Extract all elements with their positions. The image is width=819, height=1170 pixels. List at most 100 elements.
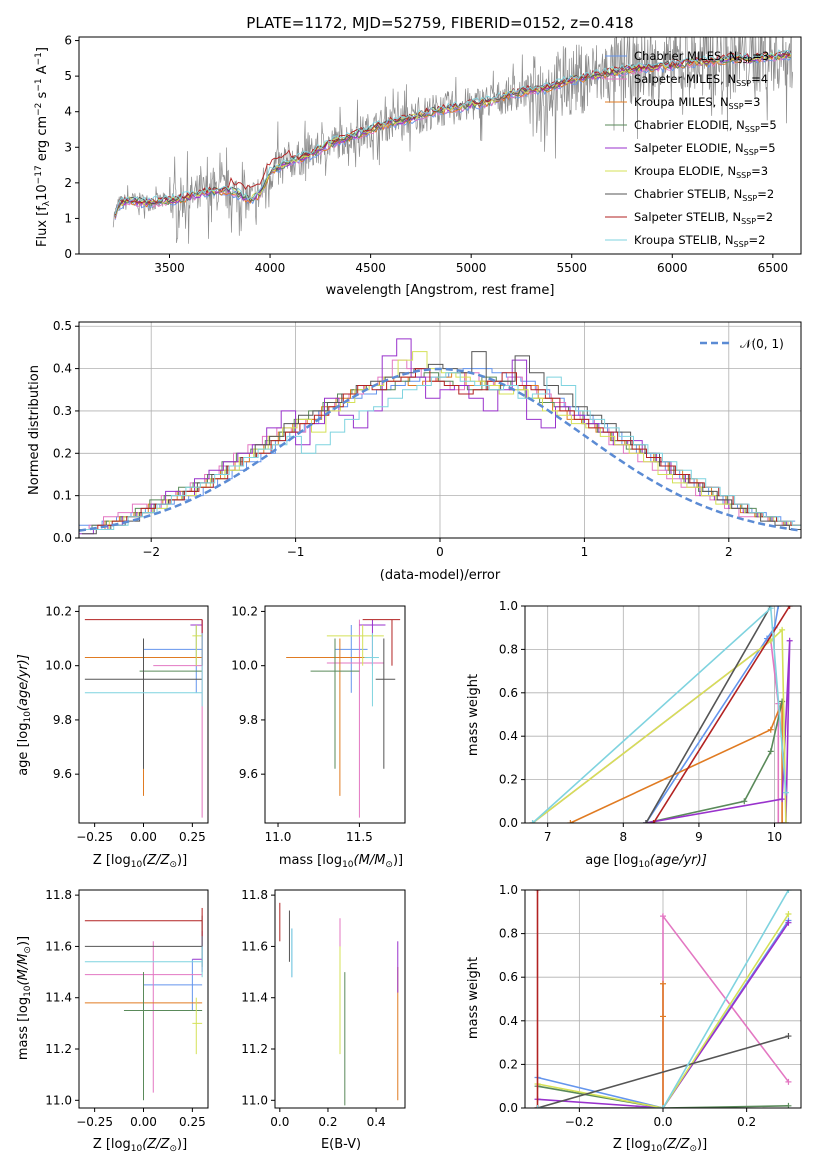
legend-label: Kroupa STELIB, NSSP=2	[634, 233, 765, 249]
legend-label-end: =2	[749, 233, 766, 247]
histogram-step-line	[81, 351, 801, 535]
x-tick-label: 3500	[154, 261, 185, 275]
age-vs-metallicity-panel: Z [log10(Z/Z⊙)] age [log10(age/yr)] −0.2…	[16, 604, 209, 870]
axes-frame	[524, 605, 802, 824]
error-bars	[286, 619, 401, 818]
legend-label-main: Chabrier MILES, N	[634, 49, 737, 63]
masse-xlabel: E(B-V)	[321, 1137, 361, 1152]
mass-weight-marker	[785, 890, 792, 893]
y-tick-label: 0.4	[499, 729, 518, 743]
x-tick-label: −0.2	[565, 1115, 594, 1129]
mass-weight-line	[570, 701, 783, 823]
legend-label-main: Salpeter MILES, N	[634, 72, 736, 86]
y-tick-label: 0.2	[53, 446, 72, 460]
x-tick-label: 10	[767, 830, 782, 844]
x-tick-label: 0.25	[179, 1115, 206, 1129]
x-tick-label: 11.5	[346, 830, 373, 844]
mass-weight-lines	[529, 606, 793, 823]
x-tick-label: −0.25	[76, 1115, 113, 1129]
y-tick-label: 11.2	[45, 1042, 72, 1056]
mass-weight-marker	[785, 1033, 792, 1040]
legend-label: Kroupa MILES, NSSP=3	[634, 95, 760, 111]
agez-xlabel: Z [log10(Z/Z⊙)]	[93, 853, 187, 870]
y-tick-label: 0.0	[499, 1101, 518, 1115]
legend-label-main: Salpeter ELODIE, N	[634, 141, 744, 155]
mass-weight-line	[532, 606, 787, 823]
legend-label-sub: SSP	[737, 56, 752, 65]
mass-weight-marker	[785, 1078, 792, 1085]
y-tick-label: 10.0	[45, 659, 72, 673]
mass-weight-marker	[779, 820, 786, 823]
agem-xlabel: mass [log10(M/M⊙)]	[279, 853, 403, 870]
legend-label-sub: SSP	[736, 171, 751, 180]
x-tick-label: 6500	[758, 261, 789, 275]
legend-label: Salpeter ELODIE, NSSP=5	[634, 141, 776, 157]
mass-weight-line	[645, 606, 780, 823]
legend-label-sub: SSP	[741, 217, 756, 226]
mass-vs-extinction-panel: E(B-V) 0.0 0.2 0.4 11.0 11.2 11.4 11.6 11.8	[241, 888, 406, 1152]
mass-weight-line	[537, 890, 790, 1108]
y-tick-label: 0.1	[53, 489, 72, 503]
axes-frame	[78, 36, 802, 255]
y-tick-label: 0	[64, 247, 72, 261]
histogram-step-line	[83, 368, 801, 530]
y-tick-label: 2	[64, 176, 72, 190]
mass-weight-marker	[650, 820, 657, 823]
mass-weight-line	[532, 628, 787, 823]
cumz-xlabel: Z [log10(Z/Z⊙)]	[613, 1137, 707, 1154]
legend-label-main: Chabrier ELODIE, N	[634, 118, 745, 132]
legend-label-end: =2	[757, 187, 774, 201]
x-tick-label: 0	[436, 545, 444, 559]
mass-weight-marker	[767, 748, 774, 755]
y-tick-label: 11.8	[241, 888, 268, 902]
mass-weight-line	[537, 983, 664, 1108]
mass-weight-marker	[660, 980, 666, 987]
normal-distribution-curve	[79, 367, 801, 532]
y-tick-label: 0.8	[499, 642, 518, 656]
mass-weight-marker	[775, 606, 782, 609]
legend-label: 𝒩(0, 1)	[740, 337, 784, 351]
y-tick-label: 0.0	[53, 531, 72, 545]
histogram-step-line	[79, 372, 800, 530]
error-bars	[279, 902, 399, 1106]
y-tick-label: 0.8	[499, 927, 518, 941]
x-tick-label: 0.0	[270, 1115, 289, 1129]
mass-weight-line	[652, 606, 791, 823]
y-tick-label: 10.2	[45, 604, 72, 618]
axes-frame	[524, 889, 802, 1109]
x-tick-label: −0.25	[76, 830, 113, 844]
mass-weight-marker	[779, 796, 786, 803]
x-tick-label: 4000	[255, 261, 286, 275]
x-tick-label: 0.00	[130, 1115, 157, 1129]
histogram-step-line	[80, 351, 801, 530]
mass-weight-marker	[534, 1105, 541, 1108]
mass-weight-marker	[775, 820, 782, 823]
legend-label-end: =4	[751, 72, 768, 86]
residual-xlabel: (data-model)/error	[380, 568, 501, 583]
mass-weight-line	[645, 640, 791, 823]
massz-xlabel: Z [log10(Z/Z⊙)]	[93, 1137, 187, 1154]
mass-weight-marker	[767, 726, 774, 733]
mass-weight-marker	[660, 1013, 666, 1020]
mass-weight-marker	[534, 890, 541, 893]
legend-label: Chabrier STELIB, NSSP=2	[634, 187, 774, 203]
x-tick-label: 0.0	[653, 1115, 672, 1129]
legend-label-sub: SSP	[744, 148, 759, 157]
axes-frame	[78, 889, 209, 1109]
y-tick-label: 0.6	[499, 970, 518, 984]
legend-label-end: =5	[759, 141, 776, 155]
x-tick-label: 5000	[456, 261, 487, 275]
x-tick-label: 0.2	[318, 1115, 337, 1129]
legend-label-end: =5	[760, 118, 777, 132]
mass-weight-line	[645, 701, 783, 823]
y-tick-label: 11.6	[241, 939, 268, 953]
axes-frame	[264, 605, 406, 824]
y-tick-label: 10.0	[231, 659, 258, 673]
x-tick-label: 4500	[355, 261, 386, 275]
x-tick-label: −1	[287, 545, 305, 559]
mass-weight-line	[537, 1085, 789, 1108]
y-tick-label: 11.6	[45, 939, 72, 953]
mass-weight-line	[537, 920, 790, 1108]
spectrum-ylabel: Flux [fλ10−17 erg cm−2 s−1 A−1]	[34, 47, 52, 247]
